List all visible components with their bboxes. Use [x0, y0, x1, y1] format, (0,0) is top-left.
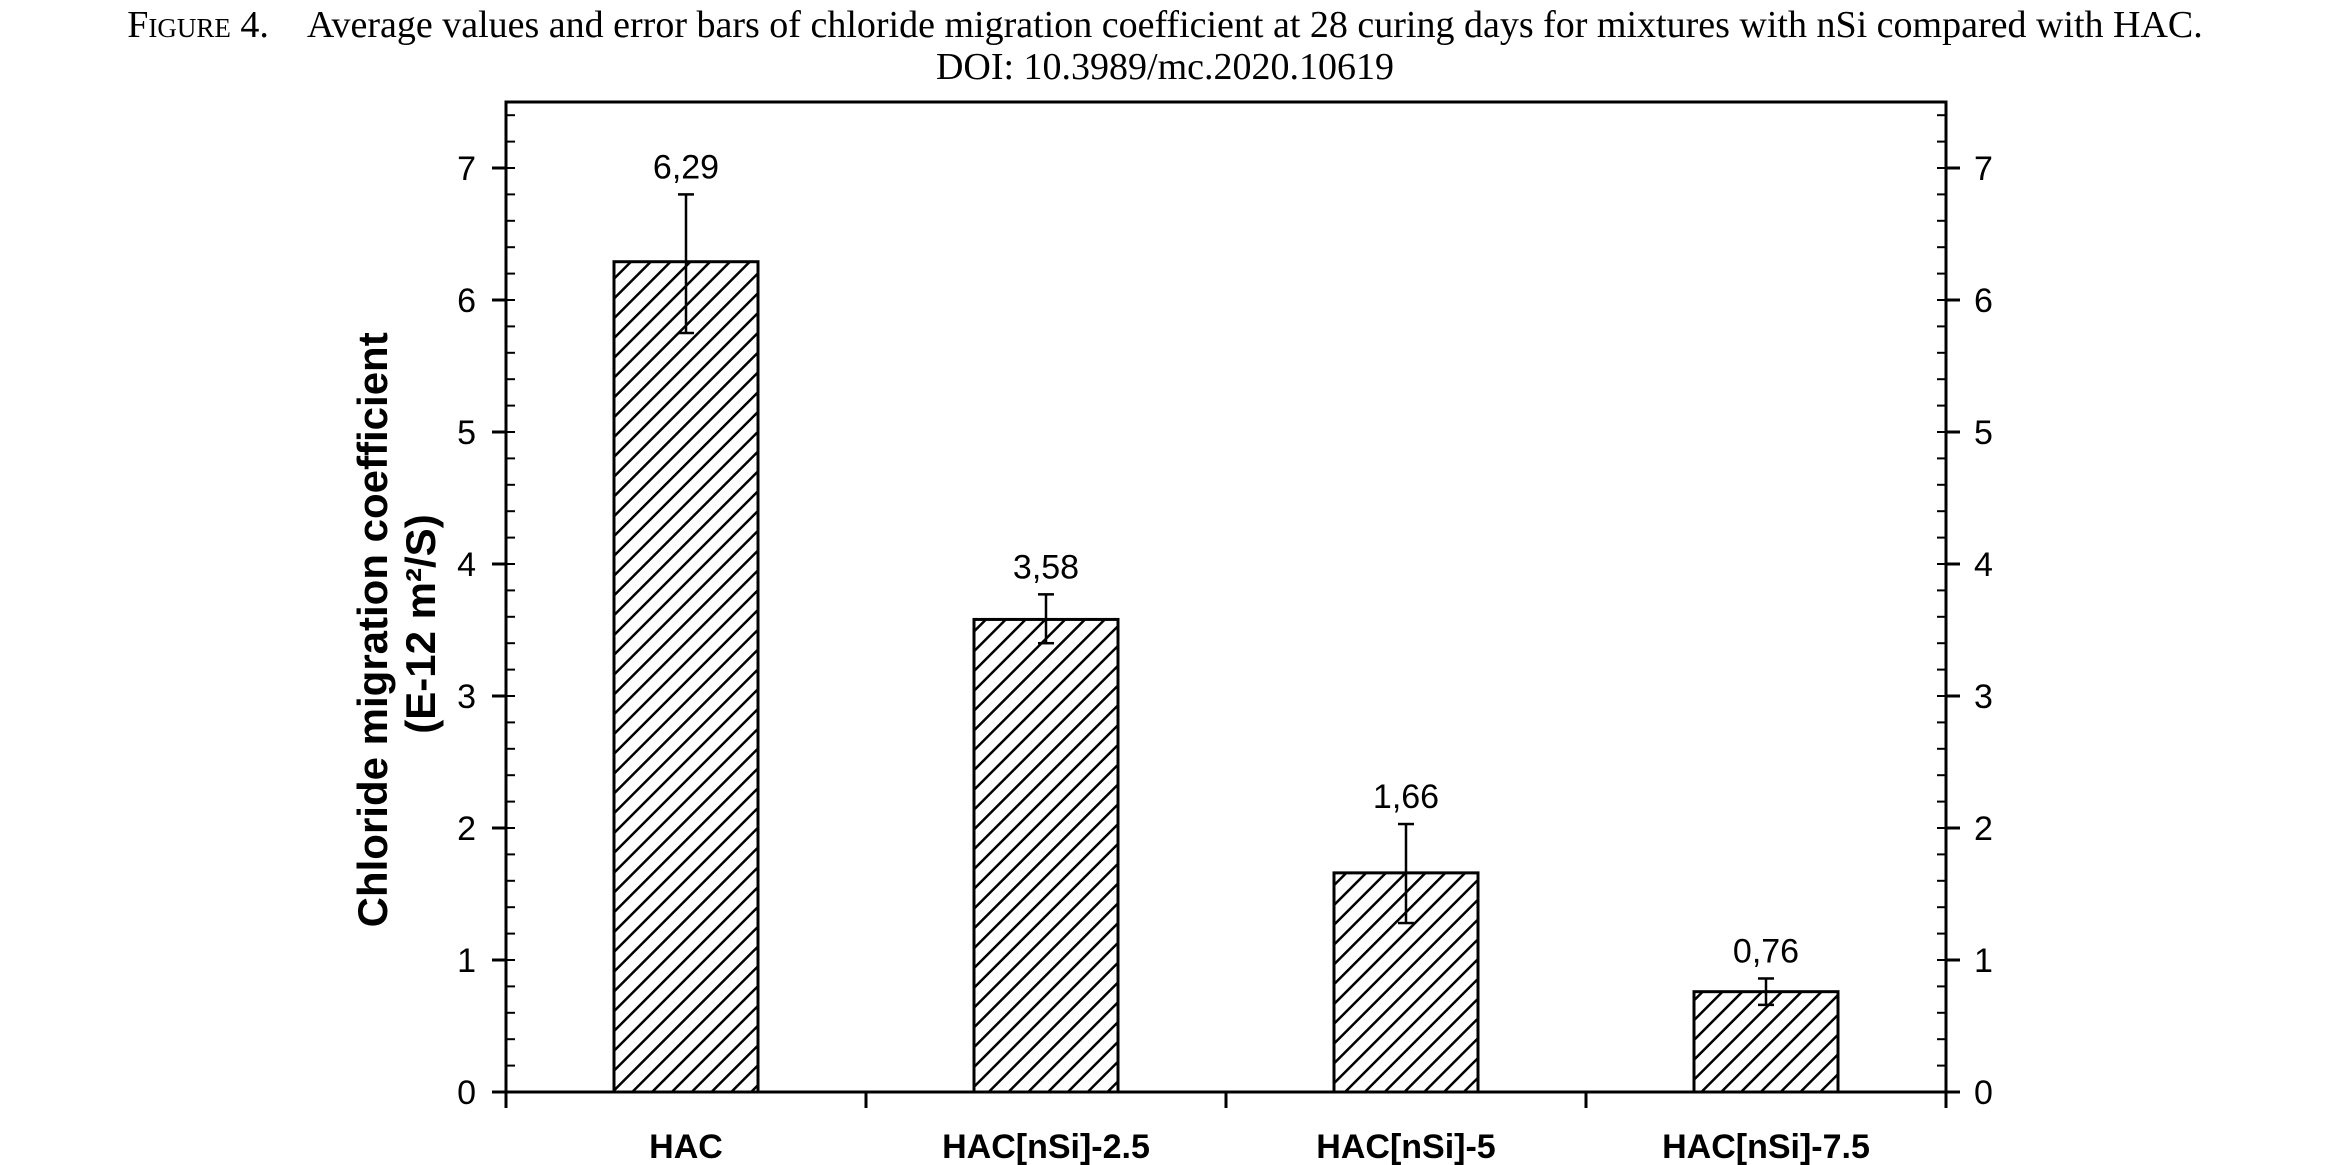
bar: [612, 260, 760, 1094]
y-tick-label-right: 5: [1974, 414, 1993, 452]
x-tick-label: HAC[nSi]-2.5: [942, 1128, 1150, 1165]
caption-text: Average values and error bars of chlorid…: [306, 4, 2203, 46]
y-tick-label-right: 2: [1974, 810, 1993, 848]
data-label: 0,76: [1733, 932, 1799, 970]
y-tick-label-right: 6: [1974, 282, 1993, 320]
x-tick-label: HAC[nSi]-7.5: [1662, 1128, 1870, 1165]
x-tick-label: HAC[nSi]-5: [1316, 1128, 1495, 1165]
x-axis: HAC HAC[nSi]-2.5 HAC[nSi]-5 HAC[nSi]-7.5: [504, 1092, 1948, 1165]
y-tick-label: 0: [457, 1074, 476, 1112]
bars-layer: [612, 260, 1840, 1094]
y-tick-label-right: 1: [1974, 942, 1993, 980]
y-tick-label: 5: [457, 414, 476, 452]
bar: [972, 617, 1120, 1094]
data-label: 3,58: [1013, 548, 1079, 586]
figure-caption: Figure 4. Average values and error bars …: [0, 4, 2330, 88]
caption-doi: DOI: 10.3989/mc.2020.10619: [935, 46, 1395, 88]
y-tick-label-right: 4: [1974, 546, 1993, 584]
y-axis-left: 0 1 2 3 4 5 6 7: [457, 114, 515, 1112]
value-labels-layer: 6,29 3,58 1,66 0,76: [653, 148, 1799, 970]
caption-figure-label: Figure 4.: [127, 4, 269, 46]
data-label: 1,66: [1373, 778, 1439, 816]
y-axis-title-line-1: Chloride migration coefficient: [349, 332, 396, 927]
y-axis-title: Chloride migration coefficient (E-12 m²/…: [349, 321, 444, 928]
y-tick-label: 2: [457, 810, 476, 848]
y-tick-label: 6: [457, 282, 476, 320]
y-tick-label-right: 0: [1974, 1074, 1993, 1112]
data-label: 6,29: [653, 148, 719, 186]
y-tick-label: 1: [457, 942, 476, 980]
y-tick-label: 3: [457, 678, 476, 716]
y-axis-title-line-2: (E-12 m²/S): [397, 514, 444, 733]
y-tick-label: 7: [457, 150, 476, 188]
bar: [1692, 990, 1840, 1094]
error-bars-layer: [678, 193, 1774, 1007]
y-axis-right: 0 1 2 3 4 5 6 7: [1937, 114, 1993, 1112]
caption-line-1: Figure 4. Average values and error bars …: [0, 4, 2330, 46]
y-tick-label-right: 3: [1974, 678, 1993, 716]
y-tick-label-right: 7: [1974, 150, 1993, 188]
y-tick-label: 4: [457, 546, 476, 584]
x-tick-label: HAC: [649, 1128, 723, 1165]
